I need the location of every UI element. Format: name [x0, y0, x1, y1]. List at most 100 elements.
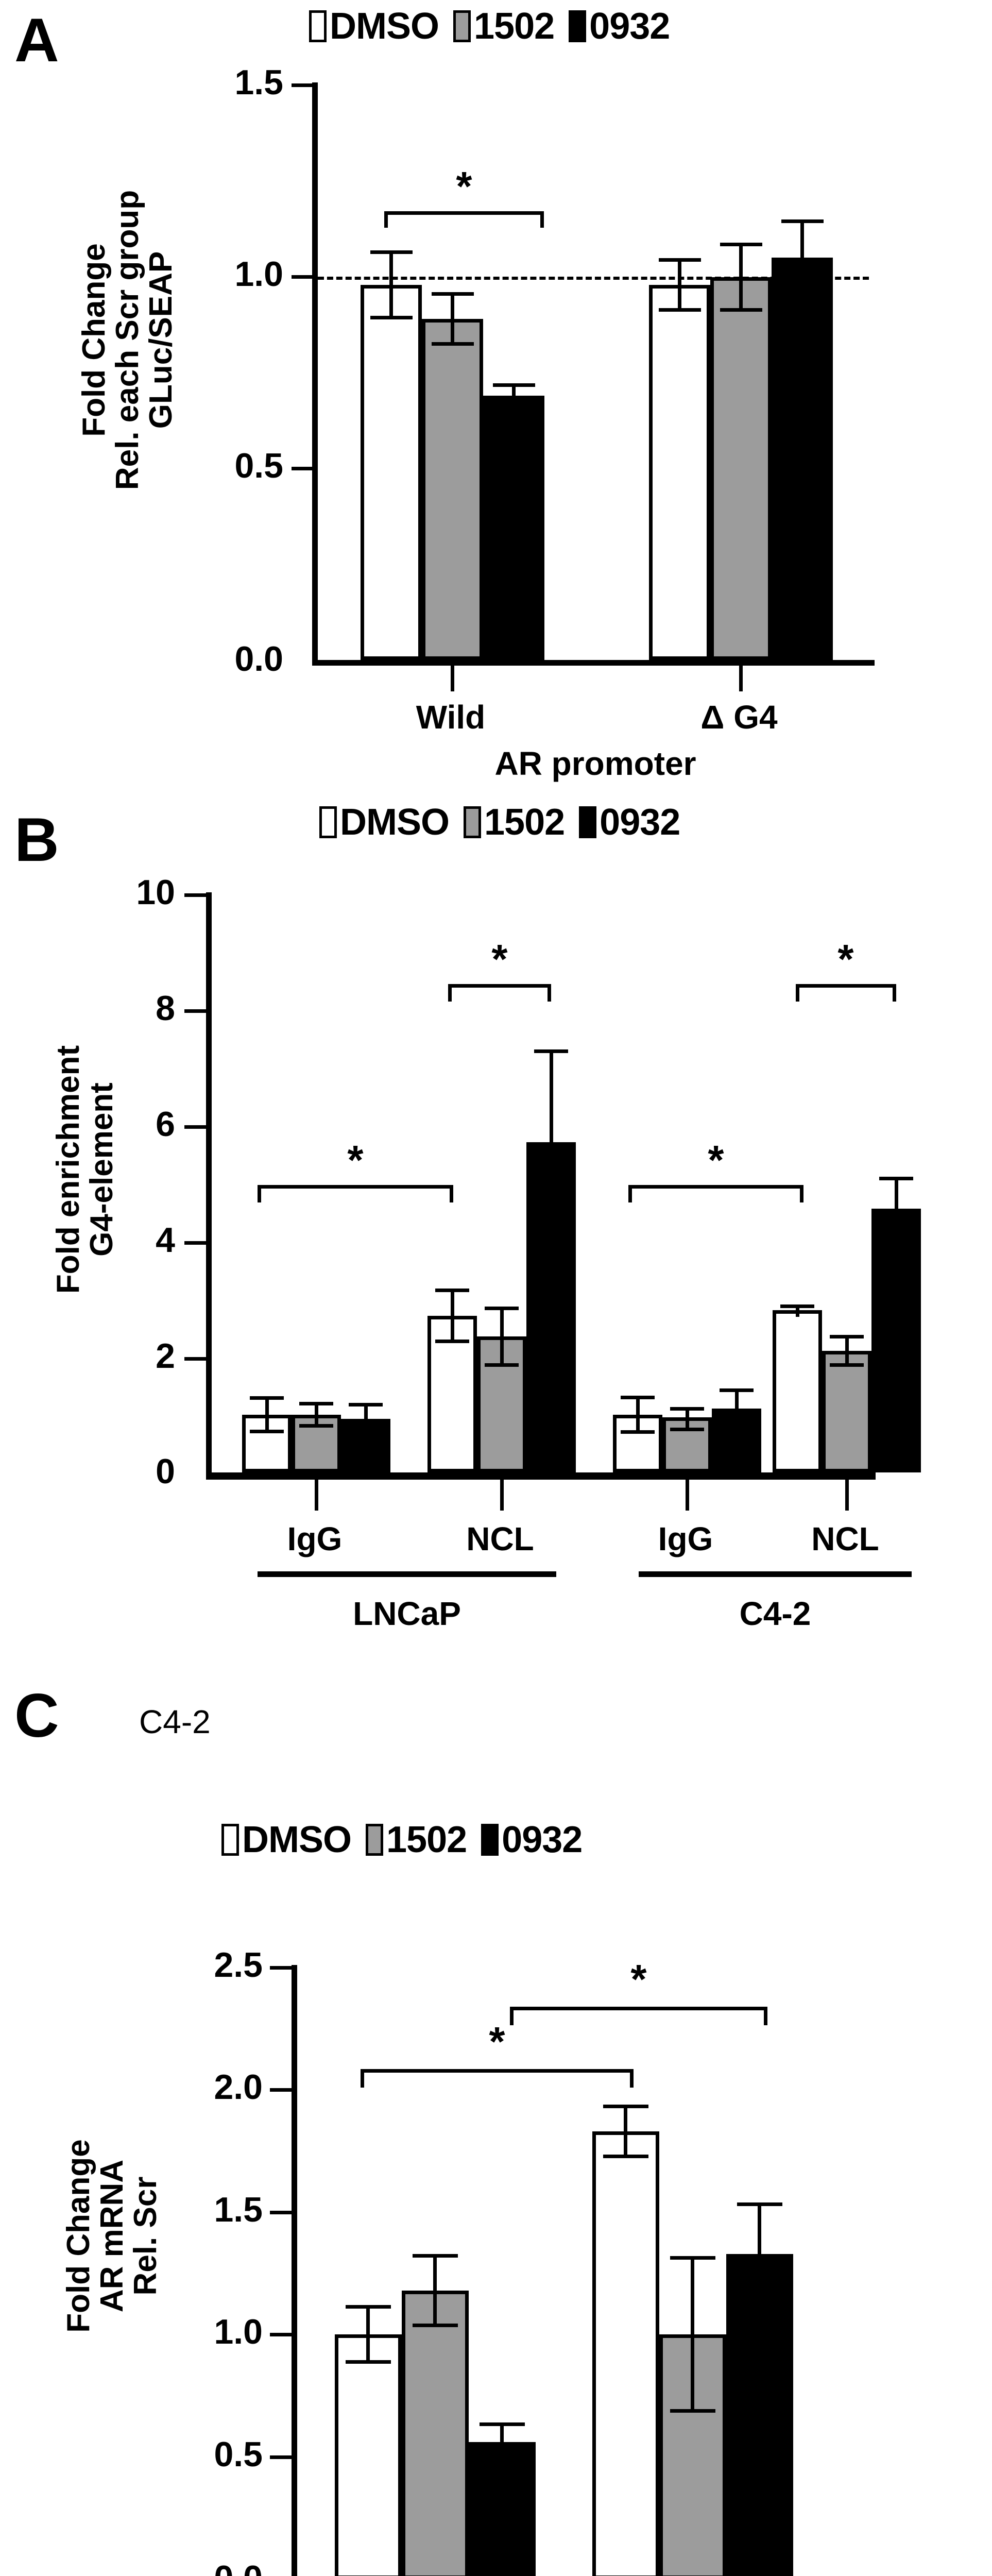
panel-b-significance-star-4: *: [837, 936, 854, 982]
panel-b-significance-bracket-2: [448, 984, 551, 1002]
bar-a-wild-1502: [422, 319, 483, 660]
legend-swatch-dmso: [309, 10, 327, 42]
panel-b-letter: B: [14, 805, 59, 874]
errorcap-a-wild-0932-top: [493, 383, 535, 387]
legend-label-1502-c: 1502: [386, 1819, 467, 1860]
legend-item-1502-b: 1502: [464, 804, 565, 841]
panel-c-yticklabel-1_0: 1.0: [214, 2312, 263, 2351]
errorcap-b-lncap-ncl-0932-top: [534, 1049, 568, 1053]
panel-c-yticklabel-2_0: 2.0: [214, 2067, 263, 2107]
errorcap-c-ncl-dmso-top: [603, 2105, 648, 2108]
legend-swatch-0932-c: [481, 1824, 499, 1856]
bar-a-wild-0932: [483, 396, 544, 660]
panel-b-yticklabel-0: 0: [156, 1452, 175, 1491]
bar-a-dg4-dmso: [649, 285, 710, 660]
errorcap-b-c42-igg-dmso-bottom: [621, 1430, 655, 1434]
errorcap-a-wild-dmso-bottom: [370, 316, 413, 319]
errorbar-c-ncl-dmso: [624, 2105, 627, 2158]
panel-b-group-label-lncap: LNCaP: [353, 1595, 461, 1632]
bar-b-lncap-igg-0932: [341, 1419, 390, 1472]
legend-label-dmso: DMSO: [330, 6, 439, 47]
legend-label-dmso-b: DMSO: [340, 802, 450, 843]
panel-b-significance-star-2: *: [491, 936, 508, 982]
errorcap-c-ncl-0932-top: [737, 2202, 782, 2206]
errorcap-c-scr-1502-bottom: [413, 2324, 458, 2327]
panel-b-group-label-c42: C4-2: [739, 1595, 811, 1632]
legend-swatch-1502: [453, 10, 471, 42]
errorcap-b-c42-igg-dmso-top: [621, 1396, 655, 1399]
errorcap-a-wild-1502-bottom: [432, 342, 474, 346]
errorbar-c-scr-0932: [500, 2422, 504, 2446]
panel-c-yticklabel-1_5: 1.5: [214, 2190, 263, 2229]
panel-b-yticklabel-4: 4: [156, 1221, 175, 1260]
panel-c: C C4-2 DMSO 1502 0932 Fold Change AR mRN…: [0, 1674, 992, 2576]
errorbar-a-wild-1502: [451, 292, 454, 346]
panel-b-plot: 0 2 4 6 8 10: [0, 804, 992, 1669]
errorbar-a-dg4-0932: [800, 219, 804, 261]
errorcap-c-ncl-1502-bottom: [670, 2409, 715, 2413]
panel-b-ytick-8: [184, 1009, 208, 1013]
errorcap-b-lncap-igg-1502-top: [299, 1402, 333, 1405]
legend-label-0932: 0932: [589, 6, 670, 47]
panel-c-significance-star-1: *: [489, 2019, 505, 2064]
panel-b: B DMSO 1502 0932 Fold enrichment G4-elem…: [0, 804, 992, 1669]
panel-a-legend: DMSO 1502 0932: [309, 8, 670, 45]
panel-a-reference-line: [318, 277, 869, 280]
panel-b-ytick-2: [184, 1357, 208, 1361]
bar-a-wild-dmso: [361, 285, 422, 660]
errorbar-b-c42-ncl-dmso: [796, 1304, 799, 1317]
panel-a-letter: A: [14, 6, 59, 75]
panel-b-xticklabel-igg-lncap: IgG: [287, 1520, 343, 1557]
panel-a-xtick-dg4: [739, 666, 743, 691]
errorbar-b-lncap-igg-dmso: [265, 1396, 269, 1433]
panel-c-ytick-2_5: [270, 1966, 294, 1970]
errorcap-b-c42-igg-1502-bottom: [670, 1428, 704, 1431]
panel-b-xticklabel-ncl-lncap: NCL: [466, 1520, 534, 1557]
panel-a-xtick-wild: [451, 666, 454, 691]
errorcap-b-lncap-igg-dmso-bottom: [250, 1430, 284, 1433]
legend-item-0932: 0932: [569, 8, 670, 45]
errorcap-b-lncap-ncl-1502-bottom: [485, 1363, 519, 1367]
bar-c-ncl-0932: [726, 2254, 793, 2576]
panel-c-significance-bracket-1: [361, 2069, 634, 2088]
panel-c-ytick-1_5: [270, 2211, 294, 2214]
panel-c-ytick-0_5: [270, 2455, 294, 2459]
panel-a-significance-star-1: *: [456, 163, 472, 209]
panel-c-significance-star-2: *: [630, 1956, 647, 2002]
legend-label-1502: 1502: [474, 6, 555, 47]
bar-b-c42-ncl-dmso: [773, 1310, 822, 1472]
panel-a-ytick-1_5: [292, 83, 314, 87]
errorcap-b-lncap-ncl-dmso-bottom: [435, 1340, 469, 1343]
bar-b-c42-igg-0932: [712, 1409, 761, 1472]
errorcap-b-lncap-ncl-dmso-top: [435, 1289, 469, 1292]
errorbar-a-dg4-dmso: [678, 258, 681, 312]
errorcap-c-scr-dmso-bottom: [346, 2360, 391, 2364]
panel-b-ytick-4: [184, 1241, 208, 1245]
errorcap-a-wild-dmso-top: [370, 250, 413, 254]
panel-b-yticklabel-6: 6: [156, 1105, 175, 1144]
errorcap-a-dg4-1502-bottom: [720, 308, 762, 312]
panel-c-yticklabel-2_5: 2.5: [214, 1945, 263, 1985]
panel-a-y-axis: [312, 82, 318, 664]
legend-label-0932-b: 0932: [600, 802, 680, 843]
panel-b-group-bar-lncap: [258, 1571, 556, 1577]
panel-c-title: C4-2: [139, 1703, 211, 1740]
panel-a-significance-bracket-1: [384, 211, 544, 228]
panel-b-xtick-igg-lncap: [315, 1480, 318, 1511]
legend-label-dmso-c: DMSO: [242, 1819, 352, 1860]
errorcap-b-c42-ncl-1502-bottom: [830, 1363, 864, 1367]
legend-item-dmso-c: DMSO: [221, 1819, 352, 1860]
panel-c-ytick-1_0: [270, 2333, 294, 2336]
bar-c-ncl-1502: [659, 2334, 726, 2576]
panel-c-yticklabel-0_5: 0.5: [214, 2435, 263, 2474]
panel-b-significance-bracket-4: [796, 984, 896, 1002]
bar-c-scr-dmso: [335, 2334, 402, 2576]
panel-b-ytick-10: [184, 893, 208, 897]
panel-b-xticklabel-ncl-c42: NCL: [811, 1520, 879, 1557]
bar-b-c42-ncl-1502: [822, 1351, 871, 1472]
panel-b-significance-star-1: *: [347, 1137, 364, 1183]
errorbar-b-lncap-igg-0932: [364, 1403, 368, 1421]
panel-b-significance-star-3: *: [708, 1137, 724, 1183]
panel-b-significance-bracket-1: [258, 1185, 453, 1202]
panel-b-legend: DMSO 1502 0932: [319, 804, 680, 841]
